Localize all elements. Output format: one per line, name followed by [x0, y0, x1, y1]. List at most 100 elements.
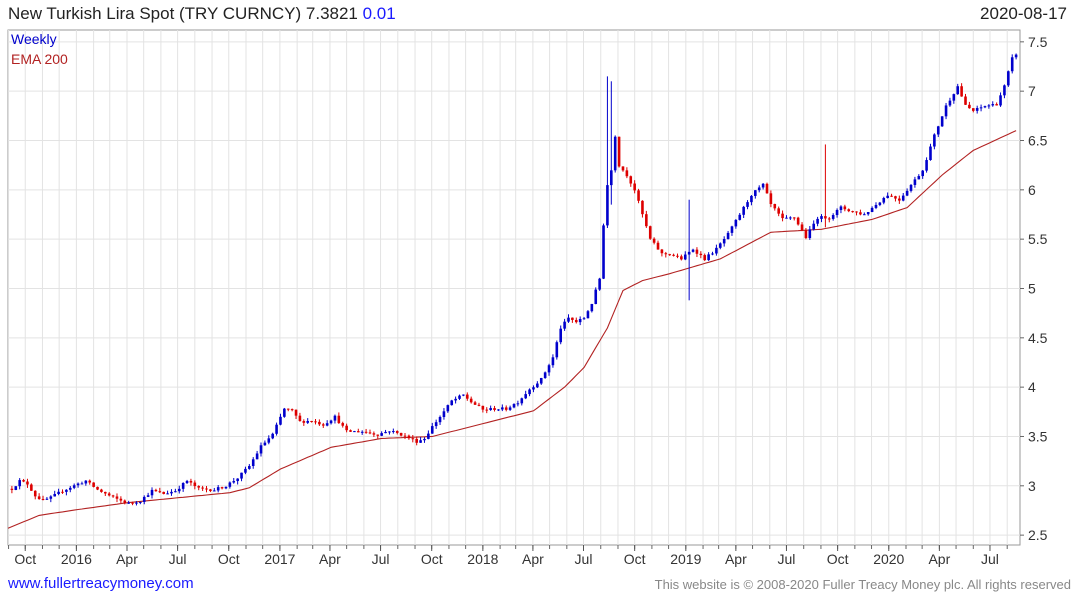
legend-ema-200: EMA 200 — [11, 51, 68, 67]
x-tick-label: Apr — [116, 551, 138, 567]
candle-body — [403, 435, 407, 437]
candle-body — [606, 185, 609, 226]
candle-body — [524, 394, 527, 399]
y-tick-label: 5.5 — [1028, 231, 1048, 247]
candle-body — [349, 430, 352, 432]
candle-body — [898, 198, 901, 201]
candle-body — [376, 434, 380, 436]
y-tick-label: 3.5 — [1028, 428, 1048, 444]
candle-body — [520, 398, 524, 404]
candle-body — [905, 190, 909, 196]
candle-body — [508, 407, 512, 410]
candle-body — [555, 342, 559, 358]
candle-body — [800, 224, 804, 231]
candle-body — [22, 480, 25, 482]
candle-body — [532, 387, 535, 390]
candle-body — [267, 438, 271, 443]
candle-body — [648, 226, 652, 239]
candle-body — [956, 86, 960, 95]
x-tick-label: Jul — [778, 551, 796, 567]
candle-body — [975, 108, 979, 111]
candle-body — [761, 183, 765, 188]
candle-body — [789, 217, 792, 219]
candle-body — [388, 431, 391, 433]
candle-body — [263, 442, 267, 446]
candle-body — [310, 421, 313, 423]
candle-body — [337, 415, 341, 424]
candle-body — [220, 487, 224, 489]
y-tick-label: 4.5 — [1028, 330, 1048, 346]
candle-body — [283, 408, 286, 417]
candle-body — [726, 232, 730, 240]
candle-body — [940, 116, 944, 127]
candle-body — [329, 420, 333, 424]
candle-body — [870, 207, 874, 213]
candle-body — [30, 484, 33, 491]
candle-body — [878, 202, 882, 205]
candle-body — [866, 212, 870, 215]
candle-body — [423, 438, 426, 441]
candle-body — [921, 170, 924, 177]
candle-body — [481, 405, 485, 410]
candle-body — [248, 466, 251, 469]
candle-body — [617, 136, 621, 167]
candle-body — [512, 404, 516, 408]
candle-body — [933, 134, 936, 147]
price-change: 0.01 — [362, 4, 396, 23]
candle-body — [68, 487, 72, 490]
candle-body — [442, 411, 446, 417]
y-tick-label: 7.5 — [1028, 34, 1048, 50]
candle-body — [738, 214, 742, 220]
candle-body — [294, 409, 298, 416]
candle-body — [205, 488, 208, 490]
title-text: New Turkish Lira Spot (TRY CURNCY) 7.382… — [8, 4, 358, 23]
candle-body — [209, 489, 212, 491]
candle-body — [563, 321, 566, 329]
candle-body — [454, 398, 457, 401]
candle-body — [882, 198, 886, 203]
candle-body — [450, 400, 454, 406]
candle-body — [76, 483, 80, 486]
candle-body — [84, 480, 88, 484]
copyright-notice: This website is © 2008-2020 Fuller Treac… — [654, 577, 1071, 592]
candle-body — [26, 481, 29, 485]
y-tick-label: 6.5 — [1028, 132, 1048, 148]
candle-body — [123, 500, 127, 503]
candle-body — [742, 206, 745, 215]
candle-body — [154, 489, 158, 492]
candle-body — [321, 424, 325, 426]
candle-body — [718, 243, 722, 248]
candle-body — [796, 217, 800, 225]
candle-body — [100, 489, 103, 492]
x-tick-label: Oct — [218, 551, 240, 567]
candle-body — [170, 491, 173, 494]
candle-body — [645, 214, 648, 227]
candle-body — [578, 318, 582, 323]
candle-body — [715, 247, 718, 254]
candle-body — [983, 106, 987, 108]
candle-body — [236, 478, 239, 482]
candle-body — [341, 423, 345, 426]
x-tick-label: Apr — [928, 551, 950, 567]
candle-body — [72, 485, 76, 488]
candle-body — [571, 317, 574, 320]
candle-body — [357, 431, 360, 433]
candle-body — [894, 196, 897, 199]
website-link[interactable]: www.fullertreacymoney.com — [8, 575, 194, 592]
candle-body — [672, 254, 675, 256]
candle-body — [158, 491, 162, 493]
candle-body — [314, 421, 317, 423]
candle-body — [528, 389, 531, 395]
candle-body — [722, 239, 726, 244]
y-tick-label: 2.5 — [1028, 527, 1048, 543]
candle-body — [707, 254, 710, 261]
x-tick-label: 2019 — [670, 551, 701, 567]
y-tick-label: 6 — [1028, 182, 1036, 198]
candle-body — [469, 398, 473, 403]
candle-body — [781, 213, 784, 219]
candle-body — [960, 86, 963, 97]
chart-date: 2020-08-17 — [980, 4, 1067, 23]
candle-body — [995, 104, 998, 106]
candle-body — [660, 249, 664, 254]
